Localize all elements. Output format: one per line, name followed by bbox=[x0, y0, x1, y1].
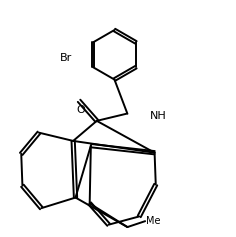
Text: O: O bbox=[76, 105, 85, 115]
Text: Me: Me bbox=[146, 216, 161, 226]
Text: NH: NH bbox=[150, 111, 167, 121]
Text: Br: Br bbox=[60, 53, 72, 63]
